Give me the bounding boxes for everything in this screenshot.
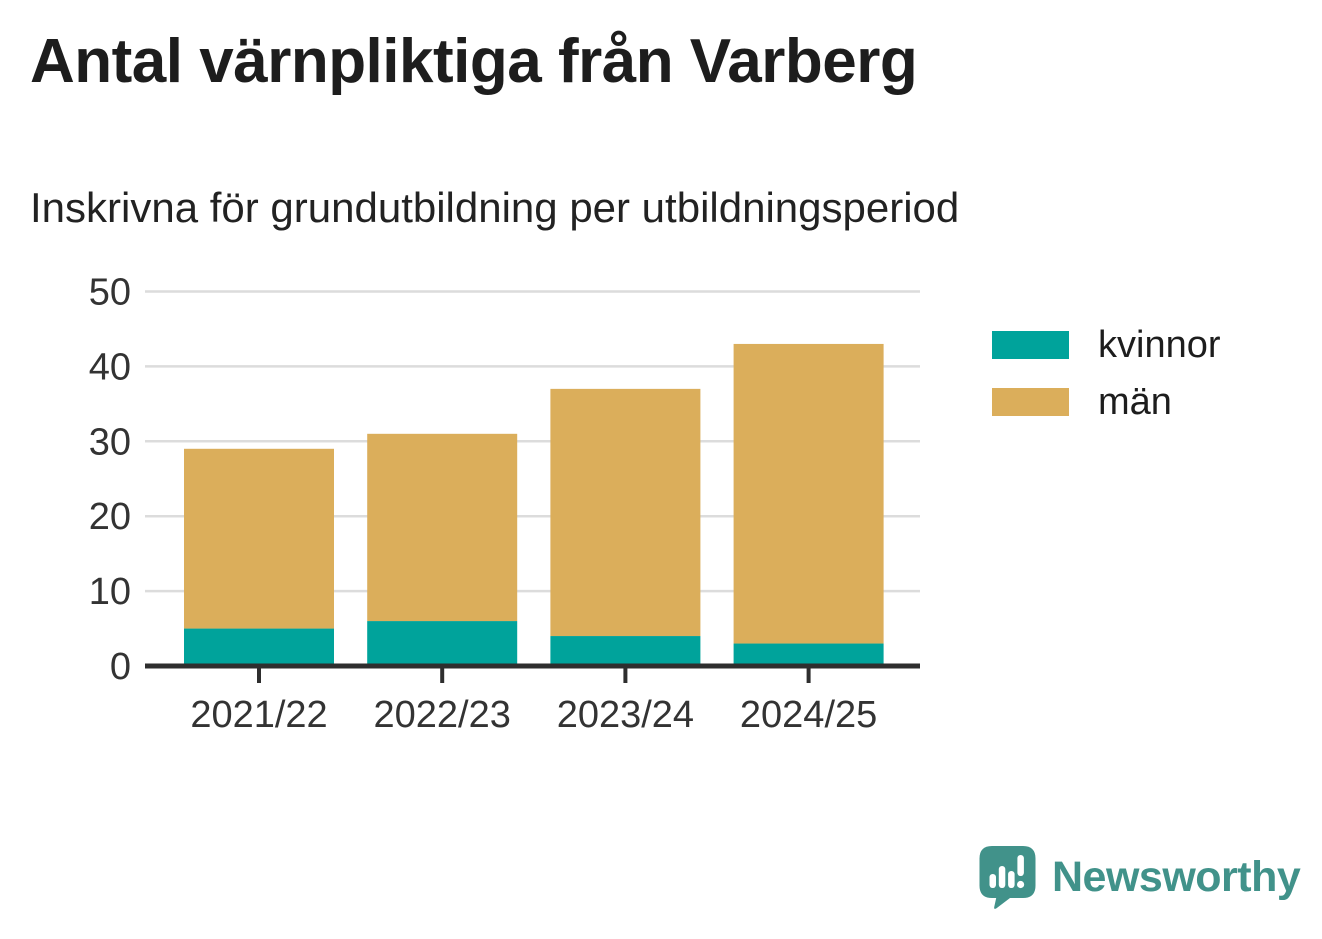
logo-bar-2 (998, 866, 1006, 888)
legend-label-man: män (1098, 381, 1172, 423)
y-tick-label-10: 10 (89, 571, 131, 613)
bar-segment-män-2024/25 (733, 343, 884, 644)
y-tick-label-0: 0 (110, 646, 131, 688)
y-tick-label-20: 20 (89, 496, 131, 538)
x-tick-label-2023/24: 2023/24 (557, 694, 694, 736)
chart-subtitle: Inskrivna för grundutbildning per utbild… (30, 184, 960, 231)
x-tick-label-2024/25: 2024/25 (740, 694, 877, 736)
legend-label-kvinnor: kvinnor (1098, 324, 1221, 366)
bar-segment-kvinnor-2021/22 (184, 628, 334, 666)
y-tick-label-30: 30 (89, 421, 131, 463)
brand-logo: Newsworthy (979, 846, 1301, 909)
bar-segment-kvinnor-2024/25 (733, 643, 884, 666)
legend-swatch-kvinnor (992, 331, 1069, 359)
y-tick-label-50: 50 (89, 272, 131, 314)
logo-exclamation-dot (1017, 880, 1025, 889)
brand-wordmark: Newsworthy (1052, 853, 1301, 901)
x-tick-label-2021/22: 2021/22 (190, 694, 327, 736)
bar-segment-män-2023/24 (550, 388, 701, 637)
bar-segment-kvinnor-2023/24 (550, 636, 701, 666)
bar-segment-män-2021/22 (184, 448, 334, 629)
bar-segment-män-2022/23 (367, 433, 518, 622)
y-tick-label-40: 40 (89, 346, 131, 388)
legend-item-man: män (992, 383, 1221, 421)
logo-bar-3 (1008, 871, 1015, 888)
chart-title: Antal värnpliktiga från Varberg (30, 27, 918, 96)
legend-swatch-man (992, 388, 1069, 416)
chart-legend: kvinnor män (992, 326, 1221, 445)
logo-exclamation-bar (1017, 855, 1024, 876)
x-tick-label-2022/23: 2022/23 (374, 694, 511, 736)
logo-bar-1 (989, 874, 996, 888)
legend-item-kvinnor: kvinnor (992, 326, 1221, 364)
bar-segment-kvinnor-2022/23 (367, 621, 518, 666)
newsworthy-speech-bubble-icon (979, 846, 1036, 909)
